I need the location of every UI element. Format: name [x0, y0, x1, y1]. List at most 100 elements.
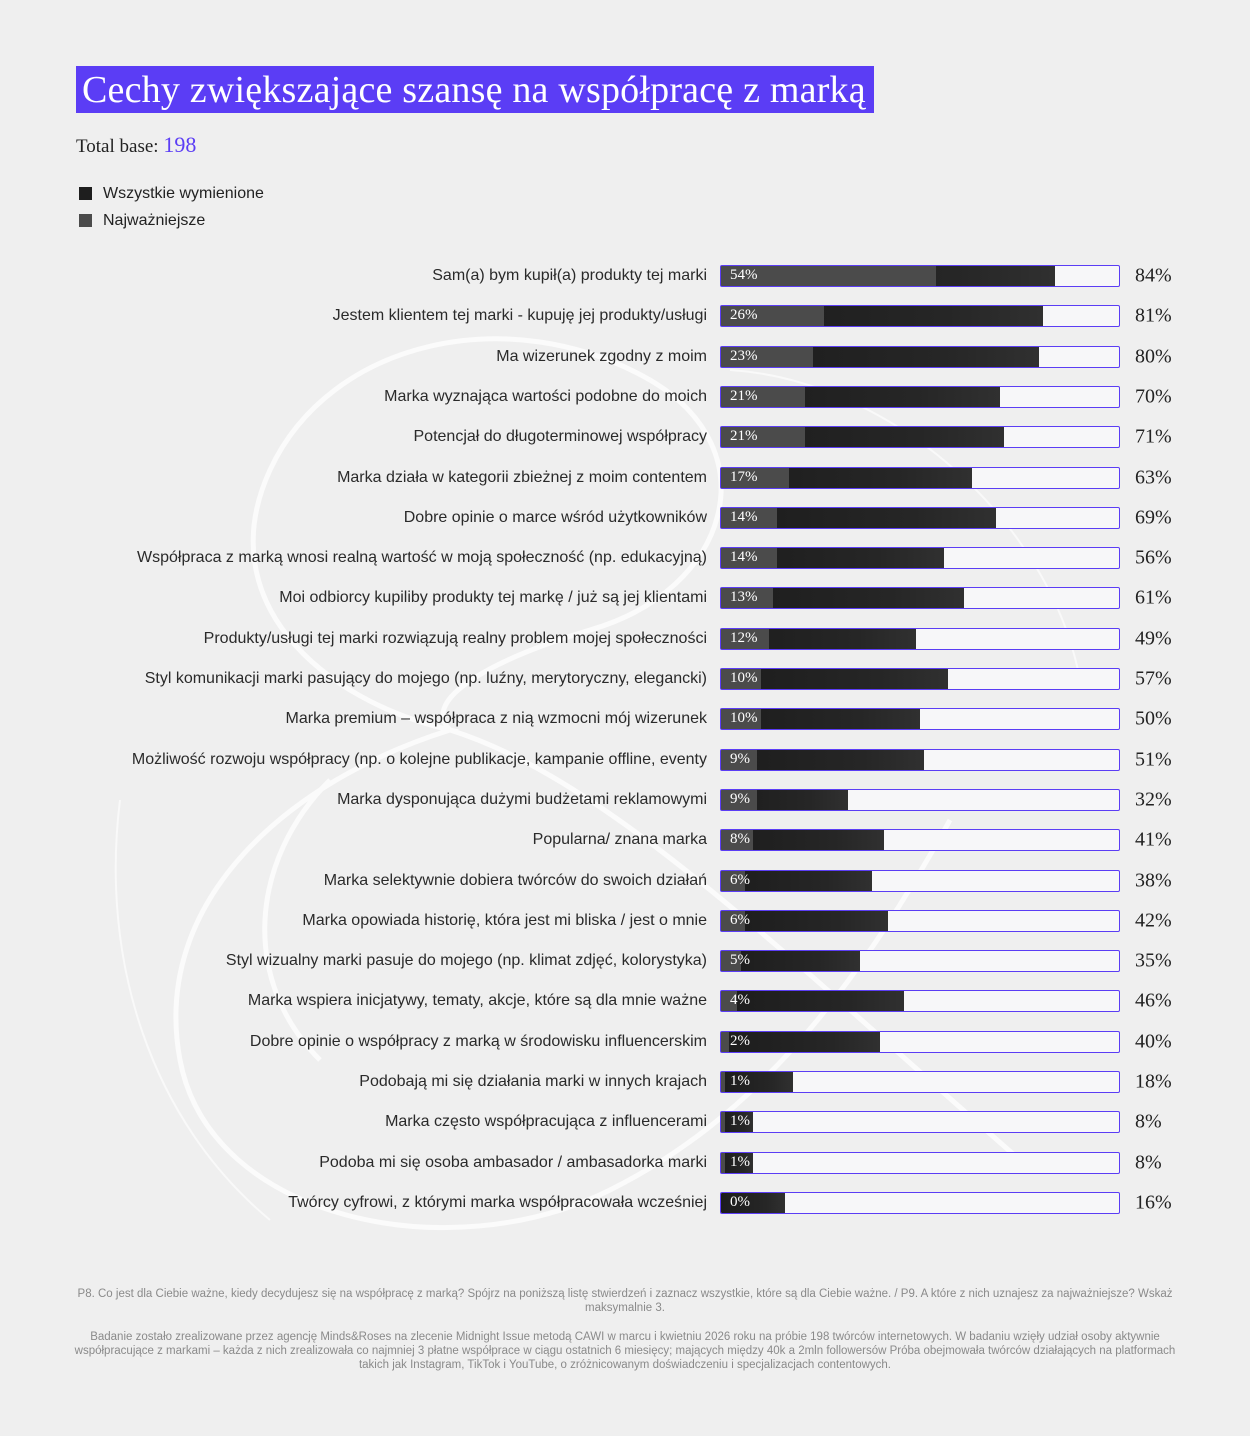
bar-all-mentioned: [721, 910, 889, 931]
bar-track: 5%: [720, 950, 1120, 973]
bar-most-important: [721, 427, 805, 448]
total-base-value: 198: [163, 132, 197, 157]
bar-track: 0%: [720, 1191, 1120, 1214]
most-important-value-label: 9%: [730, 750, 750, 767]
most-important-value-label: 54%: [730, 267, 758, 284]
most-important-value-label: 1%: [730, 1153, 750, 1170]
most-important-value-label: 1%: [730, 1073, 750, 1090]
most-important-value-label: 9%: [730, 791, 750, 808]
category-label: Marka dysponująca dużymi budżetami rekla…: [337, 790, 707, 808]
bar-most-important: [721, 991, 737, 1012]
most-important-value-label: 10%: [730, 710, 758, 727]
bar-most-important: [721, 1112, 725, 1133]
bar-all-mentioned: [721, 628, 917, 649]
most-important-value-label: 4%: [730, 992, 750, 1009]
most-important-value-label: 6%: [730, 871, 750, 888]
bar-track: 8%: [720, 829, 1120, 852]
bar-all-mentioned: [721, 669, 948, 689]
bar-most-important: [721, 910, 745, 931]
most-important-value-label: 23%: [730, 347, 758, 364]
bar-most-important: [721, 266, 936, 286]
bar-all-mentioned: [721, 588, 964, 609]
legend-item-top: Najważniejsze: [79, 207, 264, 234]
most-important-value-label: 14%: [730, 549, 758, 566]
chart-title: Cechy zwiększające szansę na współpracę …: [82, 68, 866, 111]
bar-all-mentioned: [721, 1192, 785, 1213]
category-label: Marka działa w kategorii zbieżnej z moim…: [337, 468, 707, 486]
legend-swatch-top: [79, 214, 92, 227]
bar-most-important: [721, 346, 813, 367]
all-mentioned-value-label: 41%: [1135, 828, 1172, 851]
all-mentioned-value-label: 49%: [1135, 627, 1172, 650]
bar-most-important: [721, 1031, 729, 1052]
title-banner: Cechy zwiększające szansę na współpracę …: [76, 66, 874, 113]
all-mentioned-value-label: 46%: [1135, 989, 1172, 1012]
all-mentioned-value-label: 70%: [1135, 385, 1172, 408]
all-mentioned-value-label: 18%: [1135, 1070, 1172, 1093]
all-mentioned-value-label: 56%: [1135, 546, 1172, 569]
category-label: Dobre opinie o marce wśród użytkowników: [403, 508, 707, 526]
footnote-question: P8. Co jest dla Ciebie ważne, kiedy decy…: [77, 1288, 1173, 1314]
bar-all-mentioned: [721, 991, 905, 1012]
bar-all-mentioned: [721, 1112, 753, 1133]
bar-track: 14%: [720, 506, 1120, 529]
bar-most-important: [721, 386, 805, 407]
bar-most-important: [721, 306, 825, 327]
most-important-value-label: 5%: [730, 952, 750, 969]
bar-track: 4%: [720, 990, 1120, 1013]
most-important-value-label: 0%: [730, 1194, 750, 1211]
bar-most-important: [721, 749, 757, 770]
all-mentioned-value-label: 50%: [1135, 707, 1172, 730]
category-label: Marka premium – współpraca z nią wzmocni…: [285, 710, 707, 728]
bar-most-important: [721, 467, 789, 488]
most-important-value-label: 2%: [730, 1032, 750, 1049]
most-important-value-label: 12%: [730, 629, 758, 646]
bar-most-important: [721, 628, 769, 649]
legend: Wszystkie wymienione Najważniejsze: [79, 180, 264, 234]
bar-track: 26%: [720, 305, 1120, 328]
bar-most-important: [721, 1152, 725, 1173]
legend-item-all: Wszystkie wymienione: [79, 180, 264, 207]
bar-all-mentioned: [721, 951, 861, 972]
category-label: Marka wyznająca wartości podobne do moic…: [384, 387, 707, 405]
bar-track: 14%: [720, 547, 1120, 570]
category-label: Marka wspiera inicjatywy, tematy, akcje,…: [247, 992, 707, 1010]
category-label: Współpraca z marką wnosi realną wartość …: [136, 549, 707, 567]
bar-track: 6%: [720, 909, 1120, 932]
all-mentioned-value-label: 80%: [1135, 345, 1172, 368]
bar-all-mentioned: [721, 709, 920, 730]
category-label: Twórcy cyfrowi, z którymi marka współpra…: [288, 1193, 707, 1211]
legend-swatch-all: [79, 187, 92, 200]
category-label: Ma wizerunek zgodny z moim: [496, 347, 707, 365]
all-mentioned-value-label: 63%: [1135, 466, 1172, 488]
bar-all-mentioned: [721, 1031, 881, 1052]
bar-all-mentioned: [721, 870, 873, 891]
bar-track: 9%: [720, 788, 1120, 811]
bar-most-important: [721, 709, 761, 730]
category-label: Styl komunikacji marki pasujący do mojeg…: [144, 670, 707, 687]
bar-most-important: [721, 548, 777, 569]
all-mentioned-value-label: 42%: [1135, 909, 1172, 932]
all-mentioned-value-label: 84%: [1135, 264, 1172, 287]
bar-track: 21%: [720, 385, 1120, 408]
bar-track: 10%: [720, 668, 1120, 690]
most-important-value-label: 6%: [730, 911, 750, 928]
bar-track: 23%: [720, 345, 1120, 368]
category-label: Dobre opinie o współpracy z marką w środ…: [249, 1032, 707, 1050]
total-base: Total base: 198: [76, 132, 196, 158]
bar-most-important: [721, 951, 741, 972]
all-mentioned-value-label: 8%: [1135, 1151, 1162, 1174]
category-label: Moi odbiorcy kupiliby produkty tej markę…: [279, 589, 707, 607]
category-label: Sam(a) bym kupił(a) produkty tej marki: [432, 267, 707, 284]
all-mentioned-value-label: 57%: [1135, 667, 1172, 690]
category-label: Marka selektywnie dobiera twórców do swo…: [323, 871, 707, 889]
bar-track: 2%: [720, 1030, 1120, 1053]
bar-track: 10%: [720, 708, 1120, 731]
bar-most-important: [721, 507, 777, 528]
category-label: Podoba mi się osoba ambasador / ambasado…: [319, 1153, 707, 1171]
category-label: Jestem klientem tej marki - kupuję jej p…: [332, 307, 707, 325]
footnote-methodology: Badanie zostało zrealizowane przez agenc…: [74, 1331, 1176, 1371]
legend-label-all: Wszystkie wymienione: [103, 184, 264, 202]
all-mentioned-value-label: 71%: [1135, 425, 1172, 448]
